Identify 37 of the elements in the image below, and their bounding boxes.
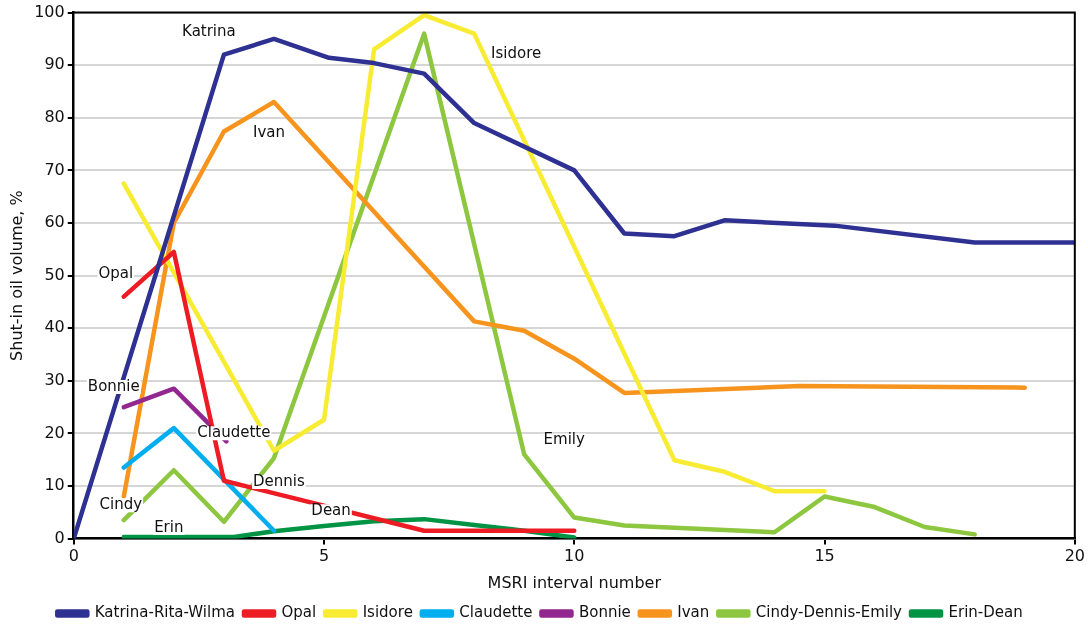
x-tick-label: 15 — [814, 546, 835, 566]
legend-label: Cindy-Dennis-Emily — [755, 603, 903, 622]
legend-label: Opal — [281, 603, 317, 622]
annotation: Opal — [98, 263, 134, 282]
x-axis-title: MSRI interval number — [487, 572, 662, 592]
annotation: Ivan — [252, 122, 285, 141]
annotation: Katrina — [182, 21, 236, 40]
x-tick-label: 0 — [68, 546, 79, 566]
y-tick-label: 0 — [54, 527, 65, 547]
legend-label: Katrina-Rita-Wilma — [94, 603, 235, 622]
x-tick-label: 10 — [564, 546, 585, 566]
y-tick-label: 30 — [44, 369, 65, 389]
annotation: Dean — [311, 501, 351, 520]
annotation: Emily — [543, 430, 585, 449]
annotation: Isidore — [491, 43, 542, 62]
annotation: Bonnie — [87, 376, 140, 395]
annotation: Claudette — [197, 423, 271, 442]
y-tick-label: 40 — [44, 317, 65, 337]
legend-label: Ivan — [677, 603, 710, 622]
legend-label: Bonnie — [578, 603, 631, 622]
y-tick-label: 70 — [44, 159, 65, 179]
legend-label: Erin-Dean — [948, 603, 1023, 622]
legend-label: Isidore — [362, 603, 413, 622]
legend-label: Claudette — [459, 603, 533, 622]
y-axis-title: Shut-in oil volume, % — [6, 190, 26, 361]
annotation: Erin — [154, 517, 184, 536]
y-tick-label: 50 — [44, 264, 65, 284]
y-tick-label: 80 — [44, 106, 65, 126]
y-tick-label: 100 — [34, 1, 65, 21]
annotation: Dennis — [253, 472, 306, 491]
y-tick-label: 60 — [44, 212, 65, 232]
y-tick-label: 20 — [44, 422, 65, 442]
y-tick-label: 90 — [44, 54, 65, 74]
annotation: Cindy — [99, 495, 143, 514]
y-tick-label: 10 — [44, 475, 65, 495]
x-tick-label: 5 — [318, 546, 330, 566]
x-tick-label: 20 — [1064, 546, 1085, 566]
